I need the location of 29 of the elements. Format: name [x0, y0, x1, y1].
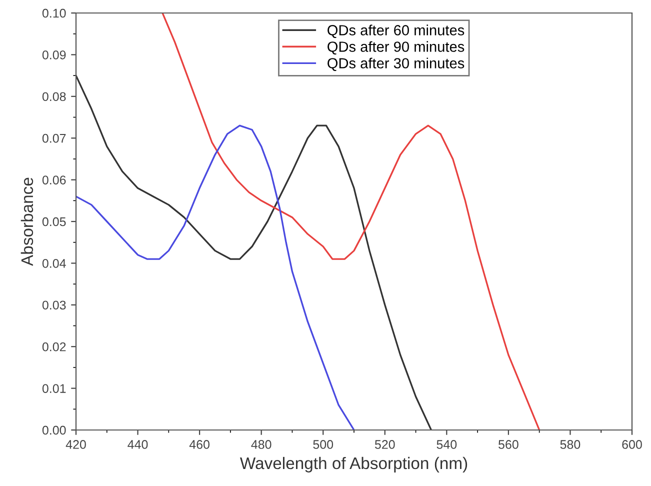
- y-tick-label: 0.05: [42, 217, 66, 226]
- line-series: [76, 124, 355, 430]
- y-tick-label: 0.00: [42, 426, 66, 435]
- x-tick-label: 560: [498, 440, 518, 449]
- y-tick-label: 0.01: [42, 384, 66, 393]
- y-tick-label: 0.09: [42, 50, 66, 60]
- y-tick-label: 0.02: [42, 342, 66, 352]
- y-tick-label: 0.03: [42, 300, 66, 310]
- x-tick-label: 460: [189, 440, 210, 449]
- line-series: [162, 13, 540, 430]
- x-tick-label: 600: [622, 440, 642, 449]
- x-tick-label: 540: [436, 440, 457, 449]
- legend-label: QDs after 30 minutes: [328, 58, 464, 72]
- y-tick-label: 0.04: [42, 259, 66, 268]
- x-tick-label: 500: [313, 440, 334, 449]
- legend-label: QDs after 90 minutes: [328, 41, 464, 54]
- y-axis-title: Absorbance: [20, 178, 34, 266]
- legend-label: QDs after 60 minutes: [328, 24, 464, 38]
- y-tick-label: 0.08: [42, 92, 66, 102]
- y-tick-label: 0.10: [42, 8, 66, 18]
- x-tick-label: 420: [66, 440, 86, 449]
- y-tick-label: 0.07: [42, 134, 66, 143]
- x-tick-label: 580: [560, 440, 580, 449]
- x-axis-title: Wavelength of Absorption (nm): [240, 456, 468, 472]
- line-series: [76, 74, 432, 430]
- x-tick-label: 480: [251, 440, 272, 449]
- x-tick-label: 520: [374, 440, 395, 449]
- x-tick-label: 440: [128, 440, 148, 449]
- y-tick-label: 0.06: [42, 176, 66, 184]
